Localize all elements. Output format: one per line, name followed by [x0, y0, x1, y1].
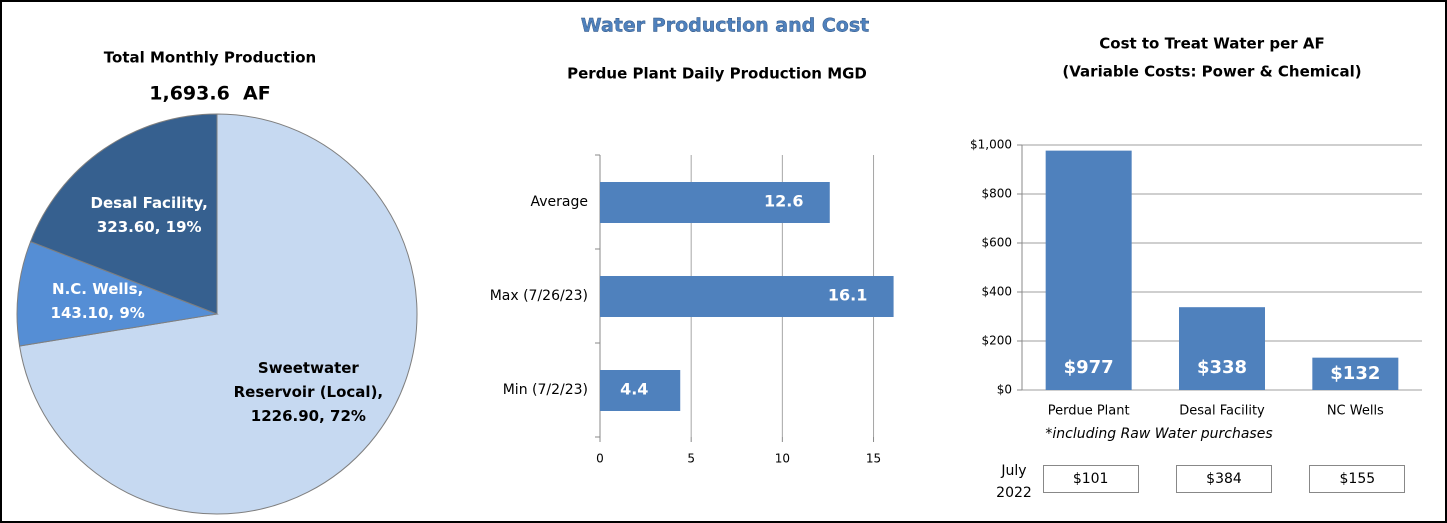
data-label: $132 — [1330, 363, 1380, 384]
y-tick-label: $800 — [981, 187, 1012, 201]
bar-subtitle: (Variable Costs: Power & Chemical) — [1062, 63, 1361, 81]
bar — [600, 182, 830, 223]
data-label: $977 — [1064, 357, 1114, 378]
x-tick-label: Desal Facility — [1179, 404, 1265, 419]
comparison-cell: $155 — [1309, 465, 1406, 493]
x-tick-label: NC Wells — [1327, 404, 1384, 419]
x-tick-label: 10 — [775, 452, 790, 466]
y-tick-label: Min (7/2/23) — [503, 382, 588, 398]
comparison-cell: $384 — [1176, 465, 1272, 493]
bar — [600, 276, 894, 317]
y-tick-label: Max (7/26/23) — [490, 288, 588, 304]
data-label: 12.6 — [764, 192, 803, 211]
y-tick-label: Average — [531, 194, 589, 210]
data-label: $338 — [1197, 357, 1247, 378]
x-tick-label: 0 — [596, 452, 604, 466]
x-tick-label: 5 — [687, 452, 695, 466]
data-label: 4.4 — [620, 380, 648, 399]
pie-subtitle: 1,693.6 AF — [149, 83, 270, 105]
bar — [1045, 150, 1132, 390]
slice-label: Desal Facility, 323.60, 19% — [90, 193, 208, 236]
pie-title: Total Monthly Production — [104, 49, 316, 67]
slice-label: Sweetwater Reservoir (Local), 1226.90, 7… — [233, 358, 384, 425]
slice-label: N.C. Wells, 143.10, 9% — [50, 280, 145, 323]
y-tick-label: $600 — [981, 236, 1012, 250]
annotation: *including Raw Water purchases — [1045, 426, 1272, 442]
x-tick-label: 15 — [866, 452, 881, 466]
y-tick-label: $200 — [981, 334, 1012, 348]
page-title: Water Production and Cost — [581, 15, 870, 37]
bar — [1179, 307, 1265, 390]
comparison-label: July 2022 — [996, 463, 1032, 501]
bar — [600, 370, 681, 411]
pie-slice — [29, 113, 218, 315]
data-label: 16.1 — [828, 286, 867, 305]
comparison-cell: $101 — [1042, 465, 1139, 493]
y-tick-label: $0 — [997, 383, 1012, 397]
hbar-title: Perdue Plant Daily Production MGD — [567, 65, 867, 83]
pie-slice — [16, 240, 219, 347]
bar-title: Cost to Treat Water per AF — [1099, 35, 1324, 53]
y-tick-label: $1,000 — [970, 138, 1012, 152]
x-tick-label: Perdue Plant — [1048, 404, 1130, 419]
y-tick-label: $400 — [981, 285, 1012, 299]
bar — [1312, 357, 1399, 390]
